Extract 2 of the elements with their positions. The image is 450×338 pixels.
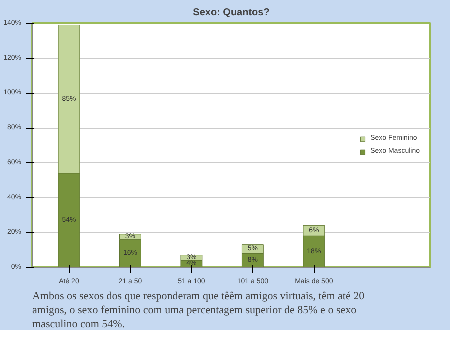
- chart-title: Sexo: Quantos?: [193, 8, 270, 18]
- text: Ambos os sexos dos que responderam que têêm amigos virtuais, têm até 20 amigos, o sexo feminino com uma percentagem superior de 85% e o sexo masculino com 54%.: [32, 290, 366, 330]
